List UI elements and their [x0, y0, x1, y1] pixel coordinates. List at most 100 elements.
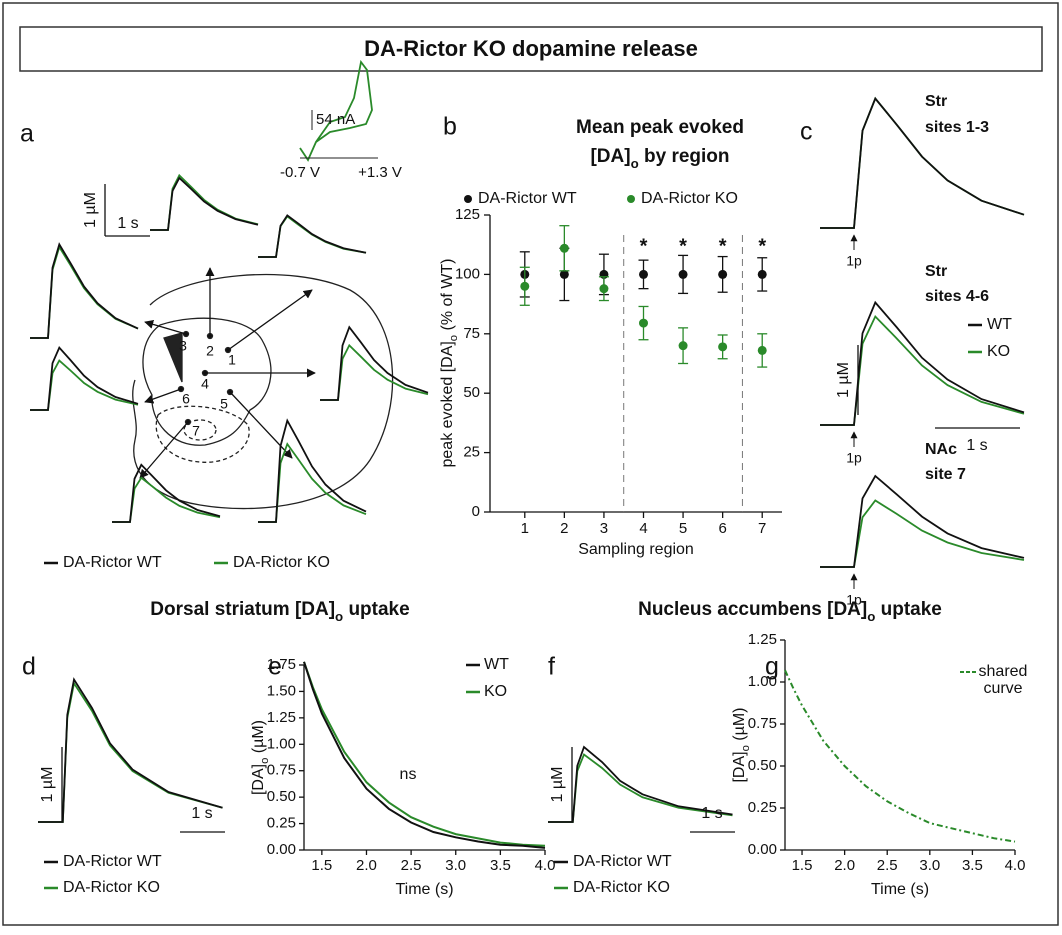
- panel-letter: c: [800, 118, 813, 146]
- y-tick-label: 1.00: [748, 673, 777, 690]
- x-axis-label: Sampling region: [578, 541, 694, 558]
- subscript: o: [335, 609, 343, 624]
- site-label: 3: [179, 338, 187, 354]
- y-tick-label: 0.50: [748, 757, 777, 774]
- x-tick-label: 4: [639, 520, 647, 537]
- point: [757, 269, 767, 279]
- legend-label: DA-Rictor KO: [641, 190, 738, 207]
- y-tick-label: 1.25: [267, 709, 296, 726]
- x-tick-label: 6: [718, 520, 726, 537]
- subscript: o: [631, 156, 639, 171]
- label-part: peak evoked [DA]: [439, 341, 456, 467]
- group-label: site 7: [925, 466, 966, 483]
- label-part: uptake: [875, 599, 942, 620]
- section-title: Dorsal striatum [DA]o uptake: [150, 599, 409, 624]
- trace-line: [30, 242, 139, 339]
- site-label: 2: [206, 343, 214, 359]
- inset-label: -0.7 V: [280, 164, 320, 181]
- legend-label: DA-Rictor WT: [63, 853, 162, 870]
- point: [559, 243, 569, 253]
- trace-line: [150, 176, 259, 231]
- annotation: ns: [400, 766, 417, 783]
- label-part: Nucleus accumbens [DA]: [638, 599, 867, 620]
- stim-label: 1p: [846, 592, 862, 608]
- label-part: (% of WT): [439, 259, 456, 335]
- trace-line: [30, 345, 139, 411]
- label-part: Dorsal striatum [DA]: [150, 599, 335, 620]
- chart-title: [DA]o by region: [590, 146, 729, 171]
- significance: *: [719, 235, 727, 257]
- significance: *: [640, 235, 648, 257]
- trace-line: [30, 359, 139, 411]
- y-tick-label: 1.00: [267, 735, 296, 752]
- legend-swatch: [627, 195, 635, 203]
- y-tick-label: 100: [455, 265, 480, 282]
- legend-swatch: [464, 195, 472, 203]
- point: [520, 281, 530, 291]
- legend-label: DA-Rictor KO: [233, 554, 330, 571]
- legend-label: DA-Rictor KO: [63, 879, 160, 896]
- y-axis-label: [DA]o (µM): [250, 720, 271, 795]
- trace-line: [112, 463, 221, 523]
- y-tick-label: 125: [455, 206, 480, 223]
- x-tick-label: 4.0: [535, 857, 556, 874]
- subscript: o: [259, 758, 271, 764]
- legend-label: KO: [987, 343, 1010, 360]
- y-tick-label: 50: [463, 384, 480, 401]
- stim-label: 1p: [846, 450, 862, 466]
- label-part: [DA]: [250, 764, 267, 795]
- legend-label: KO: [484, 683, 507, 700]
- significance: *: [679, 235, 687, 257]
- site-label: 1: [228, 352, 236, 368]
- x-tick-label: 5: [679, 520, 687, 537]
- scale-label: 1 s: [701, 805, 722, 822]
- y-tick-label: 75: [463, 325, 480, 342]
- legend-label: DA-Rictor WT: [573, 853, 672, 870]
- x-tick-label: 4.0: [1005, 857, 1026, 874]
- point: [678, 341, 688, 351]
- x-tick-label: 2.5: [877, 857, 898, 874]
- section-title: Nucleus accumbens [DA]o uptake: [638, 599, 942, 624]
- panel-letter: b: [443, 113, 457, 141]
- label-part: (µM): [731, 707, 748, 745]
- scale-label: 1 µM: [82, 192, 99, 228]
- x-tick-label: 1.5: [792, 857, 813, 874]
- trace-line: [112, 476, 221, 523]
- point: [639, 318, 648, 328]
- y-tick-label: 0.75: [748, 715, 777, 732]
- trace-line: [820, 499, 1025, 568]
- y-tick-label: 0.75: [267, 762, 296, 779]
- trace-line: [258, 214, 367, 258]
- x-tick-label: 3: [600, 520, 608, 537]
- y-tick-label: 0.50: [267, 788, 296, 805]
- x-tick-label: 1.5: [311, 857, 332, 874]
- legend-label: WT: [987, 316, 1012, 333]
- voltammogram-inset: [299, 59, 378, 162]
- y-tick-label: 0.00: [267, 841, 296, 858]
- panel-letter: d: [22, 653, 36, 681]
- site-label: 7: [192, 423, 200, 439]
- trace-line: [150, 173, 259, 231]
- group-label: sites 4-6: [925, 288, 989, 305]
- group-label: Str: [925, 93, 947, 110]
- label-part: by region: [639, 146, 730, 167]
- trace-line: [820, 474, 1025, 568]
- panel-letter: e: [268, 653, 282, 681]
- label-part: uptake: [343, 599, 410, 620]
- y-tick-label: 1.25: [748, 631, 777, 648]
- panel-letter: g: [765, 653, 779, 681]
- series-line: [784, 669, 1016, 843]
- legend-label: DA-Rictor WT: [478, 190, 577, 207]
- label-part: [DA]: [731, 751, 748, 782]
- figure-title: DA-Rictor KO dopamine release: [364, 36, 698, 61]
- x-tick-label: 3.0: [445, 857, 466, 874]
- x-tick-label: 3.0: [919, 857, 940, 874]
- x-tick-label: 7: [758, 520, 766, 537]
- x-tick-label: 2.0: [834, 857, 855, 874]
- y-tick-label: 0.25: [267, 815, 296, 832]
- brain-schematic: [132, 267, 394, 510]
- inset-label: 54 nA: [316, 111, 355, 128]
- scale-label: 1 µM: [549, 767, 566, 803]
